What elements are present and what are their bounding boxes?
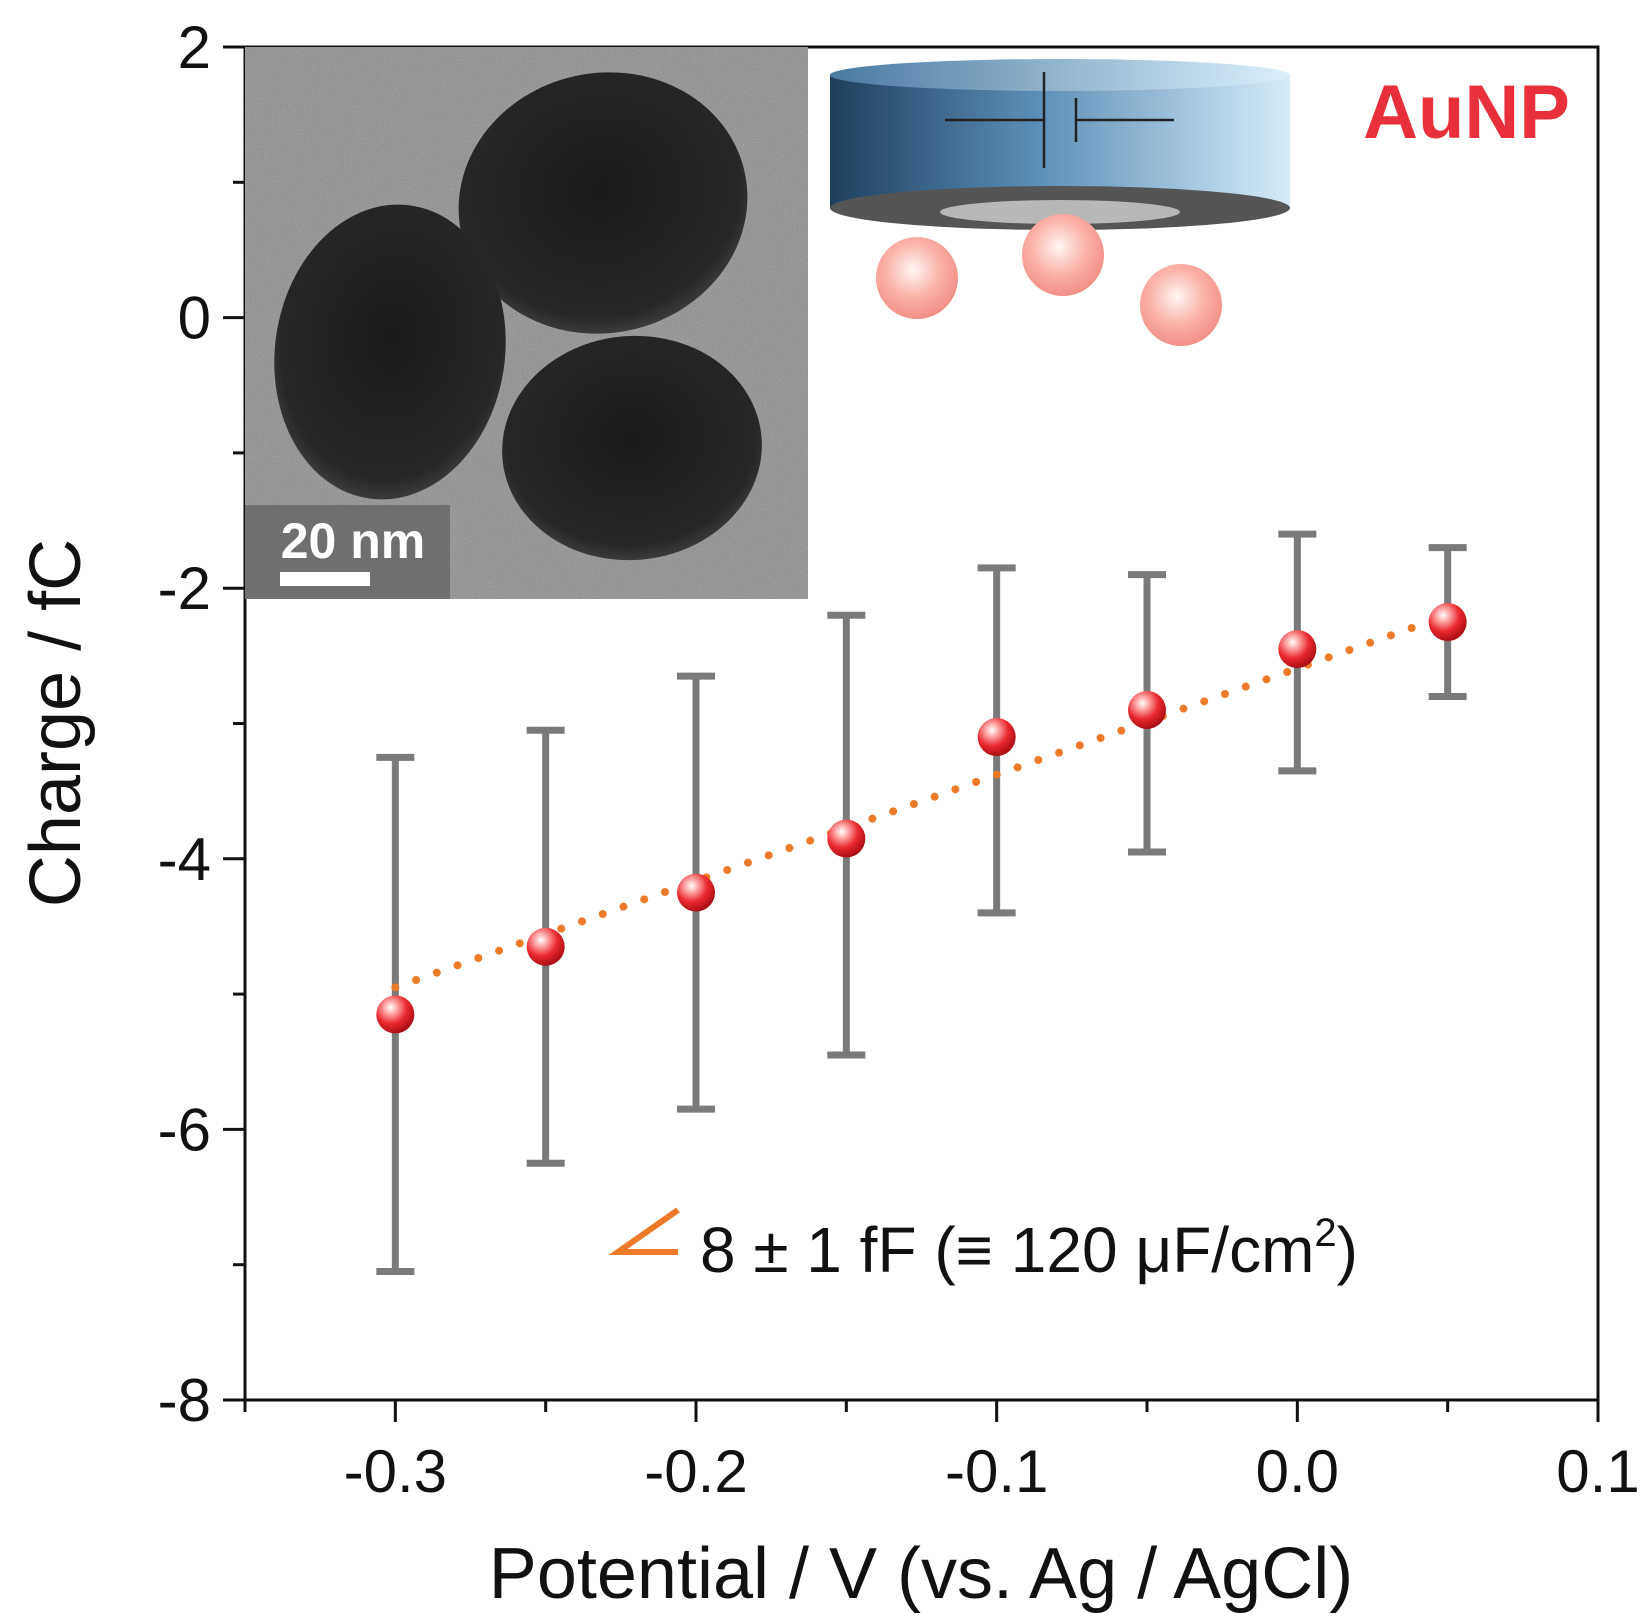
- nanoparticle-bottom: [502, 335, 762, 561]
- x-axis-ticks: -0.3 -0.2 -0.1 0.0 0.1: [243, 1400, 1640, 1505]
- nanoparticle-left: [274, 204, 506, 500]
- tem-inset-image: 20 nm: [245, 47, 808, 599]
- nanoparticle-sphere-right: [1140, 264, 1222, 346]
- data-point: [977, 718, 1016, 757]
- electrode-top: [830, 59, 1290, 91]
- x-tick-label: 0.0: [1256, 1438, 1339, 1505]
- x-tick-label: 0.1: [1556, 1438, 1639, 1505]
- y-tick-label: -8: [158, 1367, 211, 1434]
- y-axis-title: Charge / fC: [16, 539, 96, 907]
- fit-close: ): [1337, 1214, 1358, 1286]
- y-tick-label: -4: [158, 826, 211, 893]
- data-point: [376, 995, 415, 1034]
- nanoparticle-sphere-middle: [1022, 214, 1104, 296]
- y-tick-label: 2: [178, 14, 211, 81]
- slope-angle-icon: [608, 1207, 680, 1255]
- x-tick-label: -0.3: [344, 1438, 447, 1505]
- electrode-schematic: [830, 59, 1290, 346]
- data-point: [1128, 690, 1166, 729]
- sample-label: AuNP: [1363, 70, 1570, 155]
- data-point: [827, 819, 866, 858]
- svg-text:8 ± 1 fF (≡ 120 μF/cm2): 8 ± 1 fF (≡ 120 μF/cm2): [700, 1211, 1358, 1286]
- data-points: [376, 603, 1467, 1034]
- scale-bar-label: 20 nm: [281, 513, 426, 569]
- electrode-body: [830, 75, 1290, 226]
- fit-annotation: 8 ± 1 fF (≡ 120 μF/cm2): [608, 1207, 1358, 1286]
- data-point: [677, 873, 715, 912]
- nanoparticle-sphere-left: [876, 237, 958, 319]
- electrode-bottom-disk: [940, 200, 1180, 224]
- y-tick-label: 0: [178, 285, 211, 352]
- fit-text: 8 ± 1 fF (≡ 120 μF/cm: [700, 1214, 1314, 1286]
- x-tick-label: -0.2: [644, 1438, 747, 1505]
- x-tick-label: -0.1: [945, 1438, 1048, 1505]
- x-axis-title: Potential / V (vs. Ag / AgCl): [489, 1534, 1353, 1614]
- y-tick-label: -2: [158, 555, 211, 622]
- y-axis-ticks: -8 -6 -4 -2 0 2: [158, 14, 245, 1434]
- data-point: [1428, 603, 1467, 642]
- nanoparticle-top: [458, 72, 748, 334]
- data-point: [1278, 630, 1317, 669]
- data-point: [526, 927, 565, 966]
- fit-superscript: 2: [1314, 1211, 1336, 1255]
- scale-bar: [280, 572, 370, 586]
- y-tick-label: -6: [158, 1096, 211, 1163]
